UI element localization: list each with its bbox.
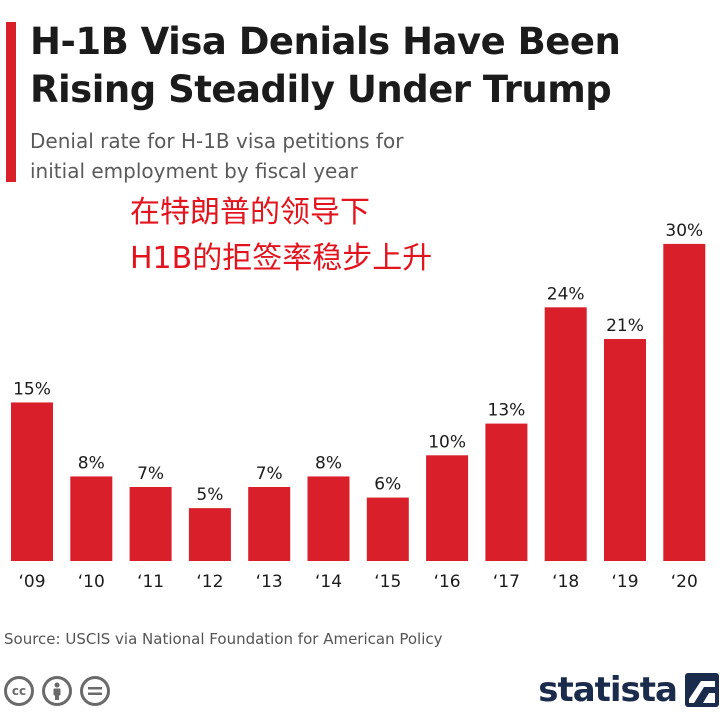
bar-8 [485,423,528,561]
title-line-2: Rising Steadily Under Trump [30,68,612,111]
bar-3 [188,508,231,561]
bar-0 [11,402,53,561]
statista-logo-icon [685,673,719,707]
value-label-3: 5% [196,485,223,505]
value-label-10: 21% [606,316,644,336]
annotation-line-1: 在特朗普的领导下 [130,195,370,230]
x-tick-label-0: ‘09 [18,572,45,592]
bar-4 [248,487,291,561]
value-label-1: 8% [78,453,105,473]
chart-title: H-1B Visa Denials Have Been Rising Stead… [30,18,710,114]
x-tick-label-1: ‘10 [78,572,105,592]
no-derivatives-icon[interactable] [80,676,110,706]
brand-name: statista [538,670,678,710]
subtitle-line-2: initial employment by fiscal year [30,159,358,183]
x-tick-label-2: ‘11 [137,572,164,592]
value-label-9: 24% [547,284,585,304]
cc-icon[interactable]: cc [4,676,34,706]
chart-subtitle: Denial rate for H-1B visa petitions for … [30,126,530,186]
x-tick-label-5: ‘14 [315,572,342,592]
annotation-line-2: H1B的拒签率稳步上升 [130,241,433,276]
value-label-5: 8% [315,453,342,473]
x-tick-label-7: ‘16 [434,572,461,592]
attribution-icon[interactable] [42,676,72,706]
bar-2 [129,487,172,561]
value-label-4: 7% [256,464,283,484]
bar-chart: 15% ‘09 8% ‘10 7% ‘11 5% ‘12 7% ‘13 8% ‘14 6% ‘15 10% ‘… [11,221,706,592]
value-label-0: 15% [13,379,51,399]
bar-9 [544,307,587,561]
bar-7 [426,455,469,561]
annotation: 在特朗普的领导下 H1B的拒签率稳步上升 [130,190,432,282]
bar-1 [70,476,113,561]
title-line-1: H-1B Visa Denials Have Been [30,20,621,63]
subtitle-line-1: Denial rate for H-1B visa petitions for [30,129,404,153]
x-tick-label-8: ‘17 [493,572,520,592]
bar-11 [663,243,706,561]
value-label-7: 10% [428,432,466,452]
accent-bar [6,22,16,182]
value-label-8: 13% [488,401,526,421]
bar-10 [604,339,646,561]
x-tick-label-10: ‘19 [611,572,638,592]
source-text: Source: USCIS via National Foundation fo… [4,630,443,648]
bar-6 [366,497,409,561]
x-tick-label-3: ‘12 [196,572,223,592]
bar-5 [307,476,350,561]
x-tick-label-6: ‘15 [374,572,401,592]
value-label-11: 30% [665,221,703,241]
x-tick-label-4: ‘13 [256,572,283,592]
value-label-6: 6% [374,475,401,495]
equals-glyph [88,687,102,695]
x-tick-label-11: ‘20 [671,572,698,592]
person-glyph [53,682,61,700]
value-label-2: 7% [137,464,164,484]
license-icons: cc [4,676,110,706]
brand[interactable]: statista [538,670,719,710]
x-tick-label-9: ‘18 [552,572,579,592]
